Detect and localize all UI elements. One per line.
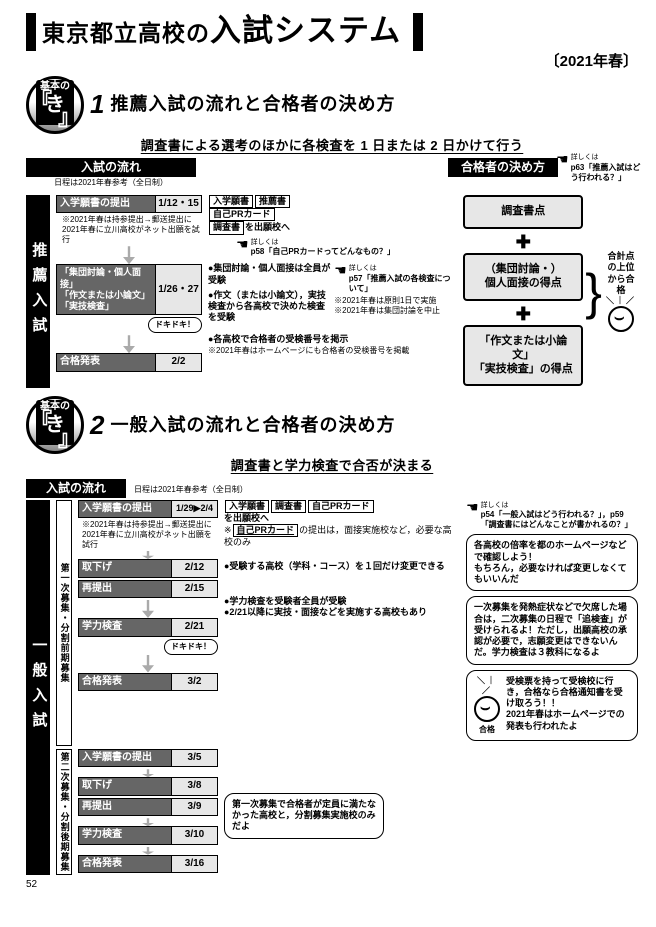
h-row5: 合格発表3/16: [78, 855, 218, 874]
title-bar-left: [26, 13, 36, 51]
doki-bubble: ドキドキ！: [148, 317, 202, 333]
callout-tsuikensa: 一次募集を発熱症状などで欠席した場合は，二次募集の日程で「追検査」が受けられるよ…: [466, 596, 638, 664]
mid2a: ●集団討論・個人面接は全員が受験: [208, 263, 331, 286]
pointer-icon: ☚: [466, 500, 479, 514]
smile-icon: [474, 696, 500, 722]
section1-header: 基本の 『 き 』 1 推薦入試の流れと合格者の決め方: [26, 76, 638, 134]
suisen-strip: 推薦入試: [26, 195, 50, 389]
callout-goukaku: ＼｜／ 合格 受検票を持って受検校に行き，合格なら合格通知書を受け取ろう！！ 2…: [466, 670, 638, 741]
decide-header: 合格者の決め方: [448, 158, 558, 177]
g-mid4a: ●学力検査を受験者全員が受験: [224, 596, 460, 607]
ref-p54: p54「一般入試はどう行われる？」，p59「調査書にはどんなことが書かれるの？」: [481, 510, 633, 529]
h-row1: 入学願書の提出3/5: [78, 749, 218, 768]
sub2-strip: 第二次募集・分割後期募集: [56, 749, 72, 876]
smile-icon: [608, 306, 634, 332]
page-title: 東京都立高校の入試システム: [26, 12, 638, 51]
ref-p58: p58「自己PRカードってどんなもの？」: [251, 247, 396, 256]
flow-header: 入試の流れ: [26, 158, 196, 177]
section1-title: 推薦入試の流れと合格者の決め方: [110, 93, 395, 116]
ki-badge: 基本の 『 き 』: [26, 76, 84, 134]
note-2021-mail: ※2021年春は持参提出→郵送提出に 2021年春に立川高校がネット出願を試行: [56, 215, 202, 245]
callout-niji: 第一次募集で合格者が定員に満たなかった高校と，分割募集実施校のみだよ: [224, 793, 384, 839]
flow-row-3: 合格発表2/2: [56, 353, 202, 372]
g-row2: 取下げ2/12: [78, 559, 218, 578]
flow-row-2: 「集団討論・個人面接」 「作文または小論文」 「実技検査」1/26・27: [56, 264, 202, 315]
g-mid2: ●受験する高校（学科・コース）を１回だけ変更できる: [224, 561, 460, 572]
h-row2: 取下げ3/8: [78, 777, 218, 796]
h-row3: 再提出3/9: [78, 798, 218, 817]
title-bar-right: [413, 13, 423, 51]
section2-subtitle: 調査書と学力検査で合否が決まる: [26, 458, 638, 474]
pointer-icon: ☚: [556, 152, 569, 166]
mid3b: ※2021年春はホームページにも合格者の受検番号を掲載: [208, 346, 457, 356]
g-row4: 学力検査2/21: [78, 618, 218, 637]
pointer-icon: ☚: [334, 263, 347, 277]
g-docs: 入学願書調査書自己PRカード を出願校へ ※自己PRカードの提出は，面接実施校な…: [224, 500, 460, 549]
total-text: 合計点の上位から合格: [604, 251, 638, 296]
section2-title: 一般入試の流れと合格者の決め方: [110, 414, 395, 437]
section2-number: 2: [90, 409, 104, 442]
ref-p63: p63「推薦入試はどう行われる？」: [571, 163, 641, 182]
score-chosa: 調査書点: [463, 195, 583, 229]
ippan-strip: 一般入試: [26, 500, 50, 876]
flow-row-1: 入学願書の提出1/12・15: [56, 195, 202, 214]
ref-p57: p57「推薦入試の各検査について」: [349, 274, 451, 293]
pointer-icon: ☚: [236, 237, 249, 251]
section2-header: 基本の 『 き 』 2 一般入試の流れと合格者の決め方: [26, 396, 638, 454]
schedule-note: 日程は2021年春参考（全日制）: [26, 178, 196, 188]
g-mid4b: ●2/21以降に実技・面接などを実施する高校もあり: [224, 607, 460, 618]
mid2b: ●作文（または小論文），実技検査から各高校で決めた検査を受験: [208, 290, 331, 324]
callout-bairitsu: 各高校の倍率を都のホームページなどで確認しよう！ もちろん，必要なければ変更しな…: [466, 534, 638, 591]
section1-number: 1: [90, 88, 104, 121]
h-row4: 学力検査3/10: [78, 826, 218, 845]
flow-header2: 入試の流れ: [26, 479, 126, 498]
g-row5: 合格発表3/2: [78, 673, 218, 692]
page-number: 52: [26, 879, 638, 892]
score-sakubun: 「作文または小論文」 「実技検査」の得点: [463, 325, 583, 386]
g-row3: 再提出2/15: [78, 580, 218, 599]
year-label: 〔2021年春〕: [26, 53, 638, 72]
mid2-note: ※2021年春は原則1日で実施 ※2021年春は集団討論を中止: [334, 296, 457, 316]
g-row1: 入学願書の提出1/29▶2/4: [78, 500, 218, 519]
sub1-strip: 第一次募集・分割前期募集: [56, 500, 72, 746]
section1-subtitle: 調査書による選考のほかに各検査を 1 日または 2 日かけて行う: [26, 138, 638, 154]
docs-line: 入学願書推薦書 自己PRカード 調査書を出願校へ: [208, 195, 457, 235]
title-prefix: 東京都立高校の: [42, 20, 210, 46]
mid3a: ●各高校で合格者の受検番号を掲示: [208, 334, 457, 345]
doki-bubble: ドキドキ！: [164, 639, 218, 655]
title-main: 入試システム: [210, 13, 401, 48]
ki-badge: 基本の 『 き 』: [26, 396, 84, 454]
score-mensetsu: （集団討論・） 個人面接の得点: [463, 253, 583, 301]
